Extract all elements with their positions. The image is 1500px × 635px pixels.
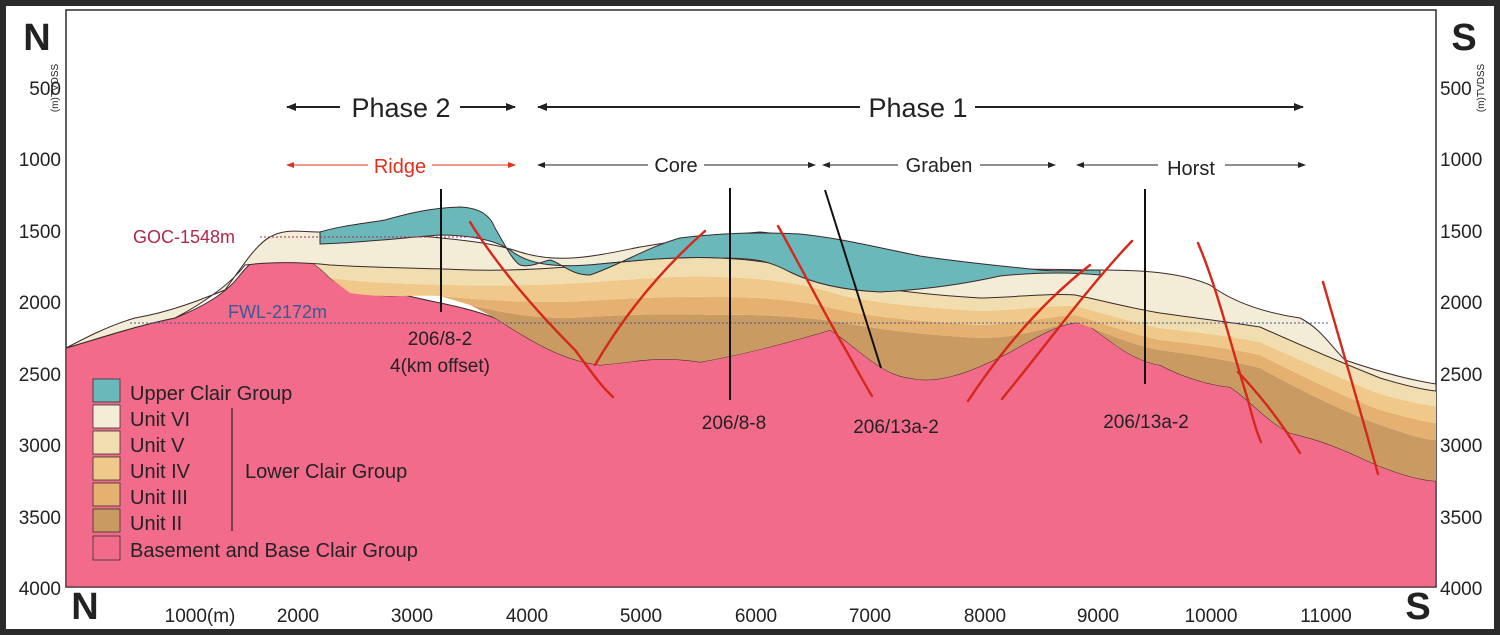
fault-line bbox=[776, 224, 874, 398]
legend-swatch-unit-iv bbox=[92, 456, 121, 481]
faults bbox=[468, 220, 1380, 476]
depth-axis-right: 500 1000 1500 2000 2500 3000 3500 4000 bbox=[1440, 79, 1482, 600]
well-line bbox=[824, 189, 882, 369]
depth-tick-label: 1000 bbox=[19, 150, 61, 171]
well-206-8-2-offset-label: 4(km offset) bbox=[390, 356, 490, 377]
legend-label-unit-v: Unit V bbox=[130, 435, 185, 457]
wells bbox=[440, 188, 1146, 400]
fault-line bbox=[1000, 239, 1134, 401]
layer-unit-ii bbox=[470, 305, 1436, 481]
distance-tick-label: 1000(m) bbox=[165, 606, 236, 627]
south-label-bottom: S bbox=[1405, 586, 1430, 628]
south-label-top: S bbox=[1451, 17, 1476, 59]
legend: Upper Clair Group Unit VI Unit V Unit IV… bbox=[92, 378, 418, 562]
zone-core-label: Core bbox=[654, 155, 697, 177]
legend-label-unit-iii: Unit III bbox=[130, 487, 188, 509]
depth-tick-label: 500 bbox=[29, 79, 61, 100]
legend-swatch-unit-ii bbox=[92, 508, 121, 533]
distance-tick-label: 3000 bbox=[391, 606, 433, 627]
distance-tick-label: 7000 bbox=[849, 606, 891, 627]
legend-group-label: Lower Clair Group bbox=[245, 461, 407, 483]
distance-axis: 1000(m) 2000 3000 4000 5000 6000 7000 80… bbox=[165, 606, 1352, 627]
legend-label-basement: Basement and Base Clair Group bbox=[130, 540, 418, 562]
phase-2-label: Phase 2 bbox=[351, 93, 450, 123]
zone-horst-label: Horst bbox=[1167, 158, 1215, 180]
legend-swatch-basement bbox=[92, 535, 121, 561]
legend-label-unit-iv: Unit IV bbox=[130, 461, 191, 483]
legend-swatch-unit-iii bbox=[92, 482, 121, 507]
fault-line bbox=[468, 220, 615, 399]
legend-swatch-unit-v bbox=[92, 430, 121, 455]
legend-label-upper-clair: Upper Clair Group bbox=[130, 383, 292, 405]
distance-tick-label: 2000 bbox=[277, 606, 319, 627]
depth-tick-label: 4000 bbox=[19, 579, 61, 600]
zone-graben-label: Graben bbox=[906, 155, 973, 177]
depth-tick-label: 500 bbox=[1440, 79, 1472, 100]
layer-upper-clair-group bbox=[319, 206, 1101, 293]
well-206-8-8-label: 206/8-8 bbox=[702, 413, 766, 434]
distance-tick-label: 10000 bbox=[1185, 606, 1238, 627]
well-206-13a-2-label: 206/13a-2 bbox=[853, 417, 939, 438]
depth-tick-label: 1500 bbox=[1440, 222, 1482, 243]
fault-line bbox=[966, 263, 1092, 403]
depth-tick-label: 4000 bbox=[1440, 579, 1482, 600]
depth-axis-unit-right: (m)TVDSS bbox=[1476, 64, 1487, 113]
north-label-bottom: N bbox=[71, 586, 98, 628]
north-label-top: N bbox=[23, 17, 50, 59]
well-206-13a-2-horst-label: 206/13a-2 bbox=[1103, 412, 1189, 433]
legend-label-unit-vi: Unit VI bbox=[130, 409, 190, 431]
legend-swatch-upper-clair bbox=[92, 378, 121, 403]
depth-tick-label: 2500 bbox=[19, 365, 61, 386]
fault-line bbox=[1196, 241, 1263, 444]
distance-tick-label: 6000 bbox=[735, 606, 777, 627]
goc-label: GOC-1548m bbox=[133, 227, 235, 247]
fault-line bbox=[1321, 280, 1380, 476]
depth-tick-label: 1000 bbox=[1440, 150, 1482, 171]
fault-line bbox=[593, 229, 707, 367]
depth-axis-unit-left: (m)TVDSS bbox=[50, 64, 61, 113]
distance-tick-label: 5000 bbox=[620, 606, 662, 627]
layer-unit-iii bbox=[440, 296, 1436, 440]
depth-tick-label: 3500 bbox=[19, 508, 61, 529]
fault-line bbox=[1236, 370, 1302, 455]
distance-tick-label: 11000 bbox=[1300, 606, 1351, 627]
depth-tick-label: 2500 bbox=[1440, 365, 1482, 386]
depth-tick-label: 3000 bbox=[1440, 436, 1482, 457]
fwl-label: FWL-2172m bbox=[228, 302, 327, 322]
depth-tick-label: 3000 bbox=[19, 436, 61, 457]
zone-ridge-label: Ridge bbox=[374, 156, 426, 178]
depth-axis-left: 500 1000 1500 2000 2500 3000 3500 4000 bbox=[19, 79, 61, 600]
depth-tick-label: 2000 bbox=[1440, 293, 1482, 314]
legend-swatch-unit-vi bbox=[92, 404, 121, 429]
depth-tick-label: 2000 bbox=[19, 293, 61, 314]
well-206-8-2-label: 206/8-2 bbox=[408, 329, 472, 350]
distance-tick-label: 8000 bbox=[964, 606, 1006, 627]
depth-tick-label: 3500 bbox=[1440, 508, 1482, 529]
legend-label-unit-ii: Unit II bbox=[130, 513, 182, 535]
depth-tick-label: 1500 bbox=[19, 222, 61, 243]
distance-tick-label: 9000 bbox=[1077, 606, 1119, 627]
phase-1-label: Phase 1 bbox=[868, 93, 967, 123]
distance-tick-label: 4000 bbox=[506, 606, 548, 627]
